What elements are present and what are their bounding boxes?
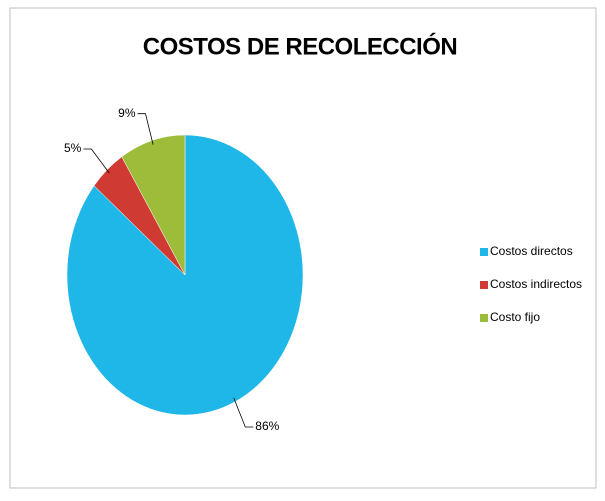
legend-swatch (480, 248, 488, 256)
data-label: 86% (255, 419, 279, 433)
legend-label: Costos directos (490, 244, 573, 258)
legend-label: Costo fijo (490, 310, 540, 324)
data-label: 5% (64, 141, 82, 155)
chart-title: COSTOS DE RECOLECCIÓN (143, 32, 457, 60)
leader-line (83, 148, 110, 174)
legend-swatch (480, 314, 488, 322)
leader-line (233, 397, 254, 428)
data-label: 9% (118, 106, 136, 120)
leader-line (137, 113, 154, 145)
legend-swatch (480, 281, 488, 289)
legend-label: Costos indirectos (490, 277, 582, 291)
